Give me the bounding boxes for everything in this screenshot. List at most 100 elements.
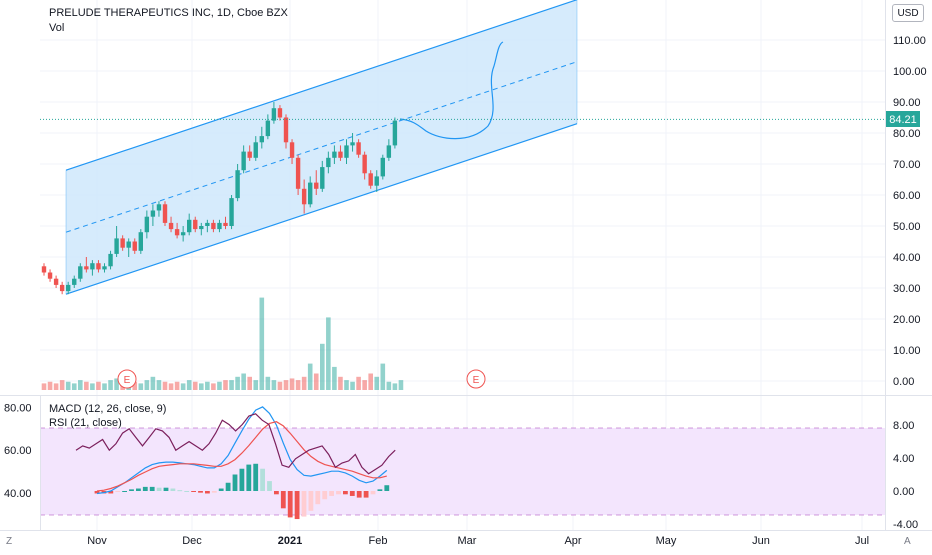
- volume-legend[interactable]: Vol: [49, 21, 64, 35]
- time-axis-label: Mar: [458, 535, 477, 547]
- macd-histogram-bar: [94, 491, 100, 494]
- candle-body: [259, 136, 264, 143]
- volume-bar: [168, 383, 174, 390]
- candle-body: [108, 253, 113, 267]
- candle-body: [84, 266, 89, 270]
- macd-histogram-bar: [377, 489, 383, 491]
- candle-body: [344, 145, 349, 158]
- volume-bar: [235, 376, 240, 390]
- earnings-marker[interactable]: E: [466, 369, 486, 389]
- rsi-axis[interactable]: 80.00 60.00 40.00: [4, 402, 32, 500]
- macd-axis[interactable]: 8.00 4.00 0.00 -4.00: [893, 420, 918, 531]
- macd-histogram-bar: [156, 487, 162, 491]
- volume-bar: [307, 363, 313, 390]
- candle-body: [47, 272, 53, 279]
- macd-histogram-bar: [363, 491, 369, 498]
- candle-body: [308, 182, 313, 205]
- volume-bar: [271, 380, 277, 390]
- zoom-icon[interactable]: Z: [6, 536, 12, 547]
- symbol-legend[interactable]: PRELUDE THERAPEUTICS INC, 1D, Cboe BZX: [49, 6, 288, 20]
- price-axis-label: 10.00: [893, 345, 921, 357]
- volume-bar: [229, 380, 234, 390]
- candle-body: [193, 219, 198, 230]
- rsi-series-line: [75, 413, 396, 475]
- macd-axis-label: 8.00: [893, 420, 914, 432]
- volume-bar: [211, 383, 216, 390]
- candle-body: [380, 157, 385, 177]
- candle-body: [126, 241, 131, 248]
- candle-body: [114, 238, 119, 254]
- candle-body: [320, 167, 325, 189]
- macd-histogram-bar: [253, 463, 259, 491]
- currency-button[interactable]: USD: [892, 4, 924, 22]
- macd-histogram-bar: [329, 491, 334, 496]
- macd-histogram-bar: [163, 487, 169, 491]
- macd-histogram-bar: [370, 491, 376, 495]
- channel-lower-line: [65, 123, 578, 295]
- time-axis-label: Jul: [855, 535, 869, 547]
- candle-body: [132, 241, 137, 251]
- time-axis-label: Feb: [369, 535, 388, 547]
- candle-body: [53, 278, 59, 285]
- macd-histogram-bar: [349, 491, 355, 496]
- macd-lines: [96, 406, 388, 495]
- svg-text:E: E: [473, 375, 480, 386]
- macd-legend[interactable]: MACD (12, 26, close, 9): [49, 402, 166, 416]
- candle-body: [374, 176, 379, 186]
- candle-body: [350, 142, 355, 146]
- macd-histogram-bar: [260, 468, 265, 491]
- macd-histogram-bar: [211, 491, 217, 493]
- price-axis-label: 90.00: [893, 97, 921, 109]
- macd-histogram-bar: [142, 486, 148, 491]
- macd-histogram-bar: [225, 482, 231, 491]
- rsi-axis-label: 60.00: [4, 445, 32, 457]
- volume-bar: [78, 380, 83, 390]
- candle-body: [289, 142, 295, 158]
- symbol-title[interactable]: PRELUDE THERAPEUTICS INC, 1D, Cboe BZX: [49, 7, 288, 19]
- volume-label: Vol: [49, 22, 65, 34]
- volume-bar: [47, 381, 53, 390]
- macd-histogram-bar: [356, 491, 362, 498]
- rsi-label: RSI (21, close): [49, 417, 122, 429]
- macd-histogram-bar: [336, 491, 341, 495]
- macd-histogram-bar: [129, 489, 134, 491]
- volume-bar: [180, 383, 186, 390]
- candle-body: [368, 173, 373, 186]
- volume-bar: [205, 381, 210, 390]
- volume-bar: [132, 381, 138, 390]
- candle-body: [332, 151, 337, 158]
- volume-bar: [217, 381, 222, 390]
- volume-bar: [144, 380, 150, 390]
- volume-bar: [247, 376, 252, 390]
- macd-histogram-bar: [246, 464, 252, 491]
- auto-scale-icon[interactable]: A: [904, 536, 911, 547]
- candle-body: [156, 204, 162, 211]
- time-axis-label: Dec: [182, 535, 202, 547]
- candle-body: [138, 232, 143, 251]
- macd-axis-label: 0.00: [893, 486, 914, 498]
- candle-body: [338, 151, 343, 158]
- macd-histogram-bar: [149, 486, 155, 491]
- candle-body: [229, 198, 234, 226]
- candle-body: [211, 222, 216, 230]
- time-axis[interactable]: Nov Dec 2021 Feb Mar Apr May Jun Jul: [0, 530, 932, 548]
- freehand-brush-drawing[interactable]: [399, 41, 504, 140]
- macd-histogram-bar: [115, 491, 121, 492]
- rsi-band-fill: [40, 428, 885, 515]
- price-axis-label: 40.00: [893, 252, 921, 264]
- price-axis[interactable]: 110.00 100.00 90.00 80.00 70.00 60.00 50.00 40.…: [893, 35, 927, 388]
- volume-bar: [380, 363, 386, 390]
- macd-line: [96, 406, 388, 495]
- macd-histogram-bar: [184, 491, 190, 492]
- candle-body: [150, 210, 156, 217]
- rsi-legend[interactable]: RSI (21, close): [49, 416, 122, 430]
- candle-body: [362, 154, 367, 174]
- macd-histogram-bar: [136, 488, 141, 491]
- volume-bar: [108, 380, 113, 390]
- candle-body: [120, 238, 125, 248]
- volume-bar: [186, 380, 192, 390]
- candle-body: [180, 232, 186, 236]
- earnings-marker[interactable]: E: [117, 369, 137, 389]
- candle-body: [102, 266, 107, 270]
